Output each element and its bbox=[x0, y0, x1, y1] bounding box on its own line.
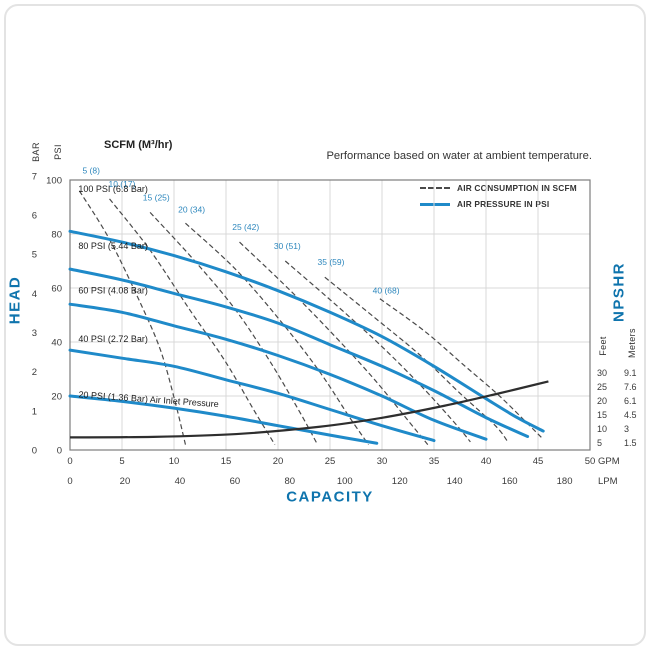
gpm-tick-label: 50 bbox=[585, 456, 596, 467]
psi-tick-label: 0 bbox=[57, 446, 62, 457]
lpm-tick-label: 120 bbox=[392, 476, 408, 487]
gpm-tick-label: 10 bbox=[169, 456, 180, 467]
pressure-curve bbox=[68, 229, 545, 433]
pressure-curve bbox=[68, 267, 530, 438]
air-consumption-curve-label: 5 (8) bbox=[82, 165, 100, 175]
lpm-tick-label: 160 bbox=[502, 476, 518, 487]
psi-tick-label: 100 bbox=[46, 176, 62, 187]
air-consumption-curve-label: 30 (51) bbox=[274, 241, 301, 251]
bar-tick-label: 5 bbox=[32, 250, 37, 261]
gpm-tick-label: 5 bbox=[119, 456, 124, 467]
pressure-curve bbox=[68, 394, 379, 445]
air-consumption-curve bbox=[379, 298, 544, 440]
legend: AIR CONSUMPTION IN SCFM AIR PRESSURE IN … bbox=[420, 183, 577, 209]
bar-tick-label: 4 bbox=[32, 289, 37, 300]
air-consumption-curve bbox=[284, 260, 471, 443]
legend-label-air-pressure: AIR PRESSURE IN PSI bbox=[457, 199, 550, 209]
air-consumption-curve-label: 25 (42) bbox=[232, 222, 259, 232]
npshr-meters-tick-label: 1.5 bbox=[624, 438, 637, 448]
plot-border bbox=[69, 179, 591, 451]
gpm-tick-label: 15 bbox=[221, 456, 232, 467]
gpm-tick-label: 30 bbox=[377, 456, 388, 467]
pressure-curve bbox=[68, 348, 436, 443]
air-consumption-curve bbox=[78, 190, 187, 445]
air-consumption-curve bbox=[109, 198, 276, 445]
npshr-feet-tick-label: 25 bbox=[597, 382, 607, 392]
gpm-tick-label: 0 bbox=[67, 456, 72, 467]
npshr-feet-tick-label: 10 bbox=[597, 424, 607, 434]
lpm-tick-label: 40 bbox=[175, 476, 186, 487]
pressure-curve-label: 100 PSI (6.8 Bar) bbox=[78, 184, 148, 194]
psi-tick-label: 20 bbox=[51, 392, 62, 403]
npshr-meters-tick-label: 4.5 bbox=[624, 410, 637, 420]
psi-tick-label: 40 bbox=[51, 338, 62, 349]
pressure-curve-label: 80 PSI (5.44 Bar) bbox=[78, 241, 148, 251]
npshr-meters-tick-label: 9.1 bbox=[624, 368, 637, 378]
scfm-units-label: SCFM (M³/hr) bbox=[104, 139, 173, 151]
lpm-tick-label: 100 bbox=[337, 476, 353, 487]
bar-tick-label: 1 bbox=[32, 406, 37, 417]
solid-line-sample bbox=[420, 202, 450, 206]
npshr-meters-tick-label: 3 bbox=[624, 424, 629, 434]
lpm-tick-label: 80 bbox=[285, 476, 296, 487]
npshr-curve bbox=[69, 380, 549, 439]
legend-item-air-pressure: AIR PRESSURE IN PSI bbox=[420, 199, 577, 209]
npshr-feet-tick-label: 5 bbox=[597, 438, 602, 448]
lpm-tick-label: 60 bbox=[230, 476, 241, 487]
air-consumption-curve bbox=[185, 222, 369, 445]
bar-tick-label: 2 bbox=[32, 367, 37, 378]
pressure-curve-label: 40 PSI (2.72 Bar) bbox=[78, 334, 148, 344]
performance-note: Performance based on water at ambient te… bbox=[326, 150, 592, 162]
bar-tick-label: 6 bbox=[32, 211, 37, 222]
gpm-unit-label: GPM bbox=[598, 456, 620, 467]
air-consumption-curve bbox=[149, 211, 319, 445]
legend-item-air-consumption: AIR CONSUMPTION IN SCFM bbox=[420, 183, 577, 193]
gpm-tick-label: 40 bbox=[481, 456, 492, 467]
air-consumption-curve bbox=[324, 276, 509, 443]
legend-label-air-consumption: AIR CONSUMPTION IN SCFM bbox=[457, 183, 577, 193]
lpm-unit-label: LPM bbox=[598, 476, 618, 487]
air-consumption-curve-label: 40 (68) bbox=[373, 285, 400, 295]
air-consumption-curve-label: 15 (25) bbox=[143, 192, 170, 202]
psi-tick-label: 80 bbox=[51, 230, 62, 241]
gpm-tick-label: 25 bbox=[325, 456, 336, 467]
dashed-line-sample bbox=[420, 187, 450, 189]
lpm-tick-label: 180 bbox=[557, 476, 573, 487]
lpm-tick-label: 140 bbox=[447, 476, 463, 487]
gpm-tick-label: 45 bbox=[533, 456, 544, 467]
capacity-axis-title: CAPACITY bbox=[286, 488, 374, 506]
pressure-curve bbox=[68, 302, 488, 441]
bar-tick-label: 0 bbox=[32, 446, 37, 457]
npshr-feet-tick-label: 20 bbox=[597, 396, 607, 406]
npshr-meters-tick-label: 6.1 bbox=[624, 396, 637, 406]
npshr-meters-tick-label: 7.6 bbox=[624, 382, 637, 392]
lpm-tick-label: 0 bbox=[67, 476, 72, 487]
air-consumption-curve-label: 35 (59) bbox=[318, 257, 345, 267]
gpm-tick-label: 20 bbox=[273, 456, 284, 467]
npshr-feet-tick-label: 30 bbox=[597, 368, 607, 378]
gpm-tick-label: 35 bbox=[429, 456, 440, 467]
npshr-feet-tick-label: 15 bbox=[597, 410, 607, 420]
pressure-curve-label: 60 PSI (4.08 Bar) bbox=[78, 285, 148, 295]
bar-tick-label: 7 bbox=[32, 171, 37, 182]
psi-tick-label: 60 bbox=[51, 284, 62, 295]
air-consumption-curve-label: 10 (17) bbox=[108, 179, 135, 189]
air-consumption-curve-label: 20 (34) bbox=[178, 204, 205, 214]
bar-tick-label: 3 bbox=[32, 328, 37, 339]
lpm-tick-label: 20 bbox=[120, 476, 131, 487]
